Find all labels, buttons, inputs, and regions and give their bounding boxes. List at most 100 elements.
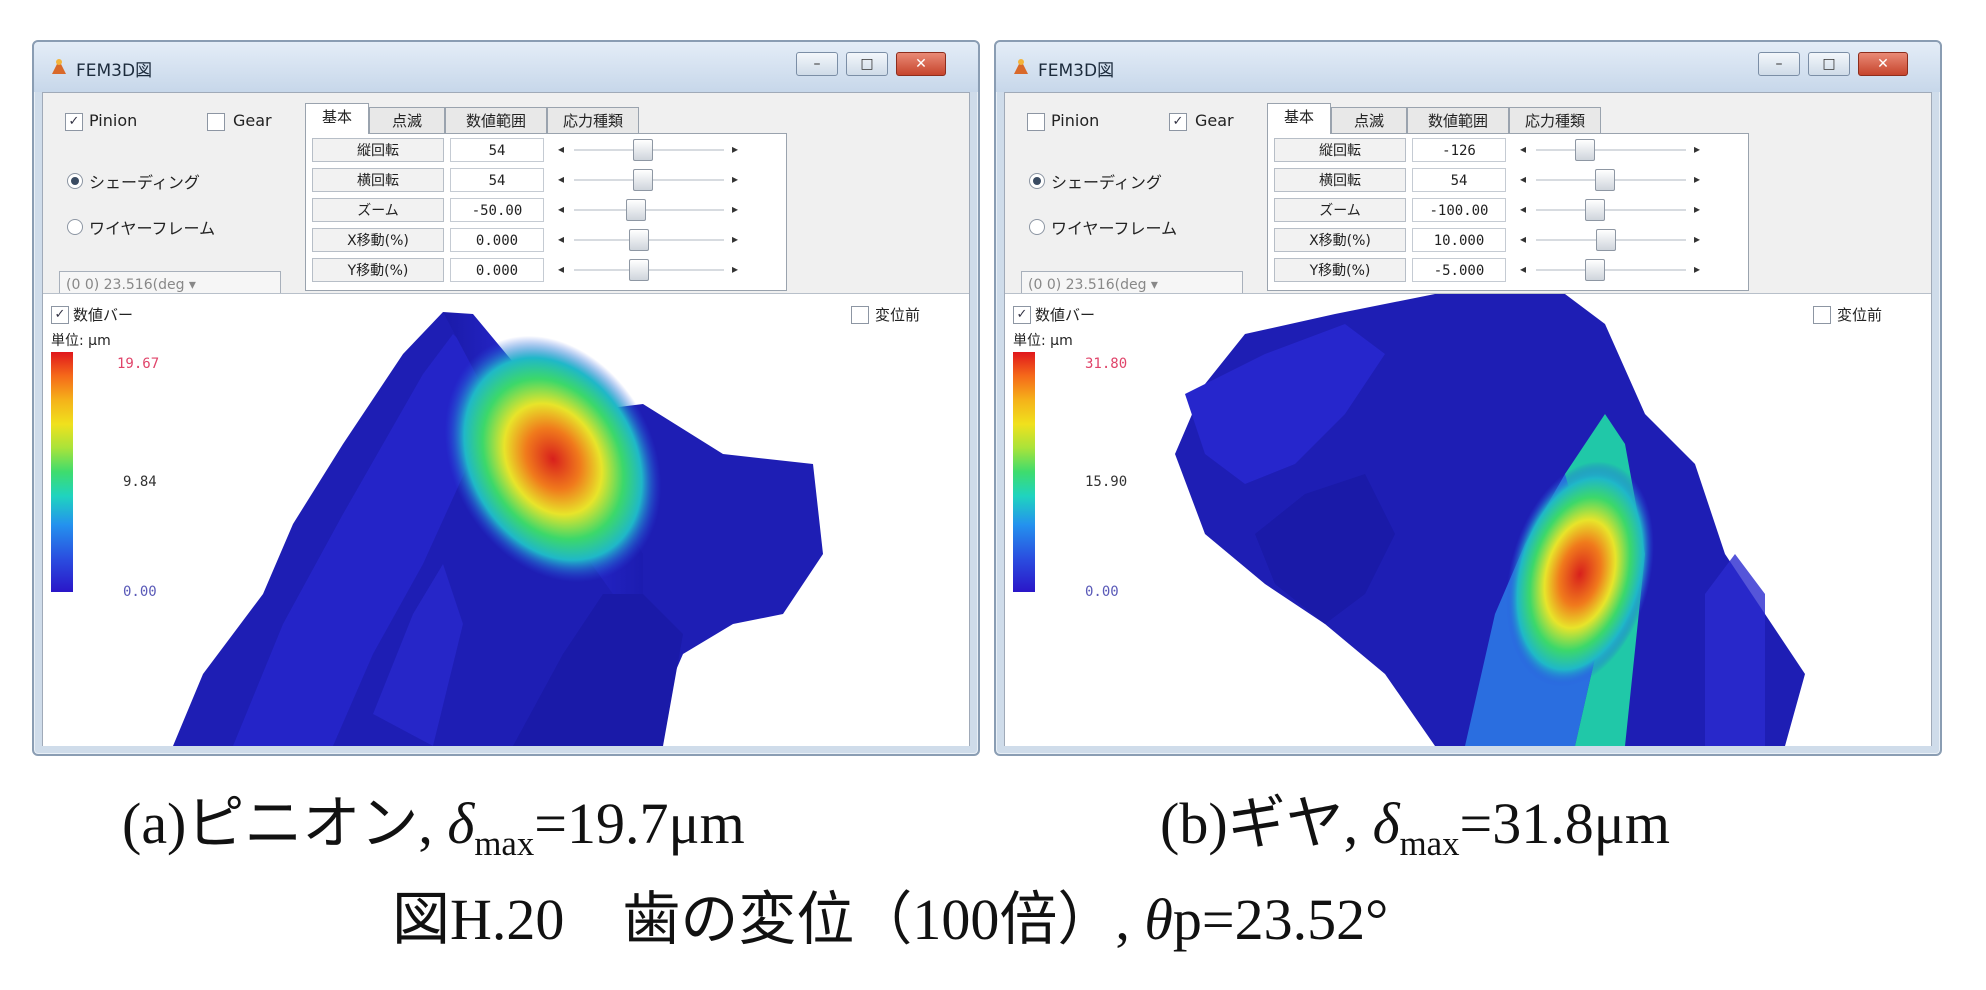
slider-track[interactable]: [574, 239, 724, 241]
slider-right-arrow[interactable]: ▸: [732, 202, 739, 216]
slider-left-arrow[interactable]: ◂: [1520, 202, 1527, 216]
param-value-input[interactable]: 54: [450, 168, 544, 192]
title-bar[interactable]: FEM3D図 – □ ✕: [34, 42, 978, 92]
tab-range[interactable]: 数値範囲: [445, 107, 547, 133]
slider-thumb[interactable]: [632, 169, 653, 191]
param-value-input[interactable]: -5.000: [1412, 258, 1506, 282]
slider-thumb[interactable]: [1585, 199, 1606, 221]
angle-combobox[interactable]: (0 0) 23.516(deg ▾: [59, 271, 281, 297]
title-bar[interactable]: FEM3D図 – □ ✕: [996, 42, 1940, 92]
slider-thumb[interactable]: [626, 199, 646, 221]
caption-a-prefix: (a)ピニオン,: [122, 791, 433, 856]
param-value-input[interactable]: 0.000: [450, 258, 544, 282]
shading-radio[interactable]: [67, 173, 83, 189]
slider-right-arrow[interactable]: ▸: [1694, 202, 1701, 216]
slider-thumb[interactable]: [1585, 259, 1606, 281]
wireframe-radio[interactable]: [67, 219, 83, 235]
param-value-input[interactable]: 10.000: [1412, 228, 1506, 252]
param-label: 縦回転: [1274, 138, 1406, 162]
param-value-input[interactable]: -126: [1412, 138, 1506, 162]
before-displacement-checkbox[interactable]: [851, 306, 869, 324]
slider-left-arrow[interactable]: ◂: [558, 202, 565, 216]
close-button[interactable]: ✕: [896, 52, 946, 76]
param-value-input[interactable]: 0.000: [450, 228, 544, 252]
numeric-bar-label: 数値バー: [1035, 306, 1096, 324]
numeric-bar-checkbox[interactable]: ✓: [51, 306, 69, 324]
slider-right-arrow[interactable]: ▸: [732, 262, 739, 276]
caption-b-delta: δ: [1372, 791, 1400, 856]
tab-panel: 縦回転 -126 ◂ ▸ 横回転 54 ◂ ▸ ズーム -100.00 ◂: [1267, 133, 1749, 291]
slider-right-arrow[interactable]: ▸: [1694, 232, 1701, 246]
fem-3d-view[interactable]: ✓ 数値バー 変位前 単位: μm 31.80 15.90 0.00: [1005, 293, 1931, 746]
fem-3d-view[interactable]: ✓ 数値バー 変位前 単位: μm 19.67 9.84 0.00: [43, 293, 969, 746]
slider-right-arrow[interactable]: ▸: [1694, 262, 1701, 276]
numeric-bar-label: 数値バー: [73, 306, 134, 324]
gear-checkbox[interactable]: [207, 113, 225, 131]
slider-left-arrow[interactable]: ◂: [558, 232, 565, 246]
minimize-button[interactable]: –: [796, 52, 838, 76]
param-value-input[interactable]: -50.00: [450, 198, 544, 222]
slider-left-arrow[interactable]: ◂: [1520, 142, 1527, 156]
minimize-button[interactable]: –: [1758, 52, 1800, 76]
tab-basic[interactable]: 基本: [1267, 103, 1331, 134]
tab-strip: 基本 点滅 数値範囲 応力種類: [1267, 103, 1667, 134]
gear-tooth-render: [1175, 294, 1805, 746]
slider-track[interactable]: [1536, 209, 1686, 211]
tab-stress-type[interactable]: 応力種類: [547, 107, 639, 133]
maximize-button[interactable]: □: [846, 52, 888, 76]
pinion-checkbox[interactable]: [1027, 113, 1045, 131]
before-displacement-label: 変位前: [1837, 306, 1883, 324]
param-label: Y移動(%): [1274, 258, 1406, 282]
slider-right-arrow[interactable]: ▸: [732, 142, 739, 156]
slider-right-arrow[interactable]: ▸: [1694, 172, 1701, 186]
tab-stress-type[interactable]: 応力種類: [1509, 107, 1601, 133]
slider-thumb[interactable]: [1594, 169, 1615, 191]
legend-mid-value: 15.90: [1085, 474, 1128, 490]
slider-right-arrow[interactable]: ▸: [1694, 142, 1701, 156]
tab-range[interactable]: 数値範囲: [1407, 107, 1509, 133]
figure-title-theta: θ: [1144, 887, 1173, 952]
shading-radio[interactable]: [1029, 173, 1045, 189]
wireframe-radio[interactable]: [1029, 219, 1045, 235]
app-icon: [1014, 59, 1028, 74]
slider-left-arrow[interactable]: ◂: [558, 172, 565, 186]
close-button[interactable]: ✕: [1858, 52, 1908, 76]
slider-track[interactable]: [1536, 269, 1686, 271]
gear-checkbox[interactable]: ✓: [1169, 113, 1187, 131]
legend-min-value: 0.00: [1085, 584, 1119, 600]
slider-right-arrow[interactable]: ▸: [732, 232, 739, 246]
slider-track[interactable]: [1536, 149, 1686, 151]
param-label: 縦回転: [312, 138, 444, 162]
slider-left-arrow[interactable]: ◂: [1520, 262, 1527, 276]
slider-left-arrow[interactable]: ◂: [558, 262, 565, 276]
slider-track[interactable]: [574, 269, 724, 271]
slider-left-arrow[interactable]: ◂: [558, 142, 565, 156]
slider-right-arrow[interactable]: ▸: [732, 172, 739, 186]
param-label: X移動(%): [1274, 228, 1406, 252]
before-displacement-label: 変位前: [875, 306, 921, 324]
pinion-checkbox[interactable]: ✓: [65, 113, 83, 131]
caption-a-value: =19.7μm: [534, 791, 745, 856]
angle-combobox[interactable]: (0 0) 23.516(deg ▾: [1021, 271, 1243, 297]
slider-thumb[interactable]: [1575, 139, 1595, 161]
slider-left-arrow[interactable]: ◂: [1520, 232, 1527, 246]
slider-thumb[interactable]: [628, 259, 649, 281]
slider-thumb[interactable]: [628, 229, 649, 251]
fem3d-window-gear: FEM3D図 – □ ✕ Pinion ✓ Gear シェーディング ワイヤーフ…: [994, 40, 1942, 756]
tab-basic[interactable]: 基本: [305, 103, 369, 134]
before-displacement-checkbox[interactable]: [1813, 306, 1831, 324]
unit-label: 単位: μm: [1013, 333, 1073, 349]
slider-thumb[interactable]: [632, 139, 653, 161]
slider-thumb[interactable]: [1595, 229, 1616, 251]
tab-blink[interactable]: 点滅: [1331, 107, 1407, 133]
param-value-input[interactable]: 54: [450, 138, 544, 162]
param-value-input[interactable]: -100.00: [1412, 198, 1506, 222]
numeric-bar-checkbox[interactable]: ✓: [1013, 306, 1031, 324]
maximize-button[interactable]: □: [1808, 52, 1850, 76]
tab-blink[interactable]: 点滅: [369, 107, 445, 133]
unit-label: 単位: μm: [51, 333, 111, 349]
param-value-input[interactable]: 54: [1412, 168, 1506, 192]
param-label: ズーム: [312, 198, 444, 222]
slider-track[interactable]: [574, 209, 724, 211]
slider-left-arrow[interactable]: ◂: [1520, 172, 1527, 186]
